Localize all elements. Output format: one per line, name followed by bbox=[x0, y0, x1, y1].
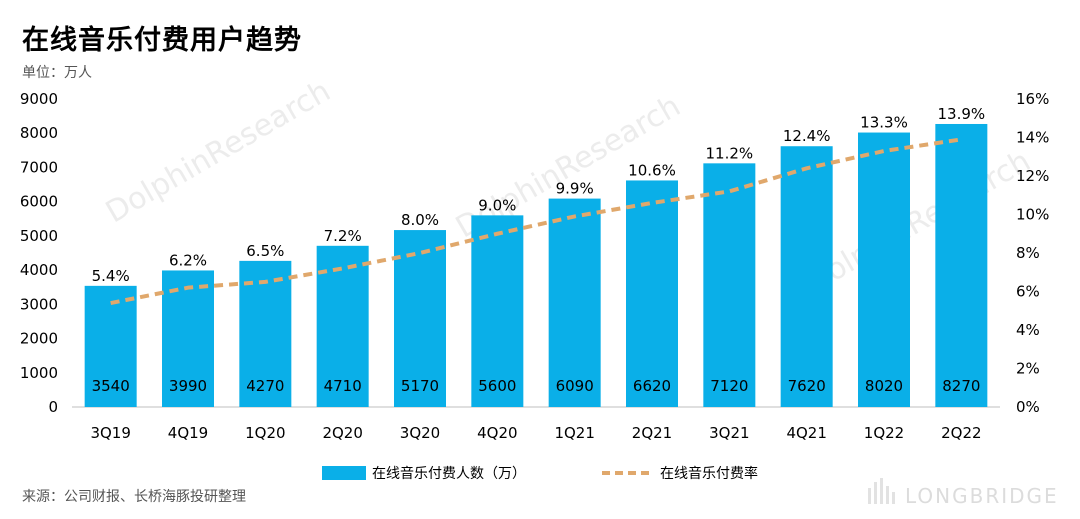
line-value-label: 8.0% bbox=[401, 211, 439, 229]
bar-value-label: 4710 bbox=[324, 377, 362, 395]
legend-bar-swatch bbox=[322, 466, 366, 480]
bar-value-label: 3990 bbox=[169, 377, 207, 395]
right-tick-label: 0% bbox=[1016, 398, 1040, 416]
x-tick-label: 3Q19 bbox=[90, 424, 130, 442]
left-tick-label: 5000 bbox=[20, 227, 58, 245]
right-tick-label: 16% bbox=[1016, 90, 1049, 108]
x-tick-label: 4Q21 bbox=[786, 424, 826, 442]
left-tick-label: 7000 bbox=[20, 158, 58, 176]
bar bbox=[626, 180, 678, 407]
right-tick-label: 14% bbox=[1016, 129, 1049, 147]
bar-value-label: 4270 bbox=[246, 377, 284, 395]
left-tick-label: 9000 bbox=[20, 90, 58, 108]
bar-value-label: 5600 bbox=[478, 377, 516, 395]
bar bbox=[703, 163, 756, 407]
bar bbox=[858, 132, 910, 407]
bar bbox=[84, 285, 137, 407]
x-tick-label: 2Q22 bbox=[941, 424, 981, 442]
right-tick-label: 4% bbox=[1016, 321, 1040, 339]
bar bbox=[471, 215, 524, 407]
right-tick-label: 8% bbox=[1016, 244, 1040, 262]
bar-value-label: 5170 bbox=[401, 377, 439, 395]
line-path bbox=[110, 137, 962, 306]
bar-series: 3540 3990 4270 4710 5170 5600 6090 6620 7120 7620… bbox=[84, 123, 988, 407]
line-value-label: 11.2% bbox=[706, 144, 754, 162]
left-tick-label: 1000 bbox=[20, 364, 58, 382]
left-tick-label: 8000 bbox=[20, 124, 58, 142]
right-tick-label: 10% bbox=[1016, 206, 1049, 224]
bar bbox=[935, 123, 988, 407]
bar bbox=[162, 270, 214, 407]
brand-watermark: LONGBRIDGE bbox=[905, 484, 1059, 508]
line-value-label: 10.6% bbox=[628, 161, 676, 179]
line-value-label: 7.2% bbox=[324, 227, 362, 245]
line-value-label: 9.0% bbox=[478, 196, 516, 214]
bar-value-label: 3540 bbox=[92, 377, 130, 395]
x-tick-label: 2Q20 bbox=[322, 424, 362, 442]
left-tick-label: 6000 bbox=[20, 193, 58, 211]
bar-value-label: 8270 bbox=[942, 377, 980, 395]
x-tick-label: 3Q21 bbox=[709, 424, 749, 442]
x-tick-label: 1Q21 bbox=[554, 424, 594, 442]
bar bbox=[548, 198, 601, 407]
x-axis: 3Q19 4Q19 1Q20 2Q20 3Q20 4Q20 1Q21 2Q21 3Q21 4Q21… bbox=[90, 424, 981, 442]
bar bbox=[780, 146, 833, 407]
x-tick-label: 4Q20 bbox=[477, 424, 517, 442]
bar-value-label: 7620 bbox=[788, 377, 826, 395]
bar-value-label: 6090 bbox=[556, 377, 594, 395]
left-tick-label: 3000 bbox=[20, 295, 58, 313]
left-axis: 0 1000 2000 3000 4000 5000 6000 7000 8000 9000 bbox=[20, 90, 58, 416]
line-value-label: 6.2% bbox=[169, 251, 207, 269]
line-value-label: 5.4% bbox=[92, 267, 130, 285]
bar-value-label: 6620 bbox=[633, 377, 671, 395]
x-tick-label: 3Q20 bbox=[400, 424, 440, 442]
line-series: 5.4% 6.2% 6.5% 7.2% 8.0% 9.0% 9.9% 10.6% 11.2% 12… bbox=[92, 105, 986, 306]
unit-label: 单位：万人 bbox=[22, 65, 92, 81]
bar bbox=[239, 260, 292, 407]
left-tick-label: 2000 bbox=[20, 330, 58, 348]
right-tick-label: 2% bbox=[1016, 360, 1040, 378]
legend: 在线音乐付费人数（万） 在线音乐付费率 bbox=[322, 465, 758, 482]
source-note: 来源：公司财报、长桥海豚投研整理 bbox=[22, 489, 246, 505]
line-value-label: 9.9% bbox=[556, 180, 594, 198]
bar bbox=[394, 230, 446, 407]
line-value-label: 12.4% bbox=[783, 127, 831, 145]
legend-line-label: 在线音乐付费率 bbox=[660, 465, 758, 482]
line-value-label: 13.9% bbox=[938, 105, 986, 123]
left-tick-label: 4000 bbox=[20, 261, 58, 279]
line-value-label: 6.5% bbox=[246, 242, 284, 260]
page-title: 在线音乐付费用户趋势 bbox=[22, 25, 302, 56]
legend-bar-label: 在线音乐付费人数（万） bbox=[372, 465, 526, 482]
x-tick-label: 4Q19 bbox=[168, 424, 208, 442]
x-tick-label: 1Q22 bbox=[864, 424, 904, 442]
right-tick-label: 6% bbox=[1016, 283, 1040, 301]
x-tick-label: 1Q20 bbox=[245, 424, 285, 442]
brand-logo-icon bbox=[868, 478, 895, 504]
right-axis: 0% 2% 4% 6% 8% 10% 12% 14% 16% bbox=[1016, 90, 1049, 416]
bar-value-label: 8020 bbox=[865, 377, 903, 395]
x-tick-label: 2Q21 bbox=[632, 424, 672, 442]
line-value-label: 13.3% bbox=[860, 114, 908, 132]
left-tick-label: 0 bbox=[48, 398, 58, 416]
bar-value-label: 7120 bbox=[710, 377, 748, 395]
right-tick-label: 12% bbox=[1016, 167, 1049, 185]
